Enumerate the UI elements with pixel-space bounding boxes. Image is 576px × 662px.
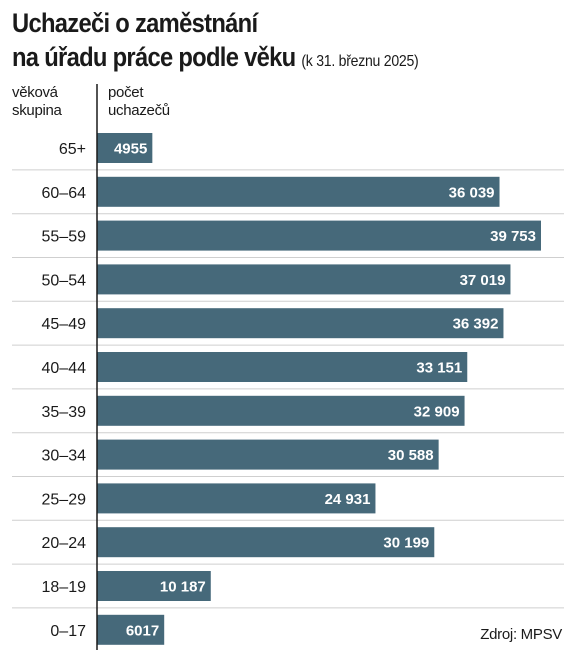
- title-line-2-wrap: na úřadu práce podle věku (k 31. březnu …: [12, 40, 419, 79]
- x-axis-header-line-1: počet: [108, 84, 144, 101]
- bar-10: [97, 571, 211, 601]
- value-label: 37 019: [460, 272, 506, 289]
- value-label: 36 039: [449, 184, 495, 201]
- value-label: 24 931: [325, 491, 371, 508]
- value-label: 39 753: [490, 228, 536, 245]
- bar-0: [97, 133, 153, 163]
- y-axis-header-line-1: věková: [12, 84, 58, 101]
- value-label: 32 909: [414, 403, 460, 420]
- category-label: 65+: [59, 141, 86, 158]
- title-line-2: na úřadu práce podle věku: [12, 42, 296, 72]
- value-label: 36 392: [453, 316, 499, 333]
- value-label: 10 187: [160, 579, 206, 596]
- source-note: Zdroj: MPSV: [480, 626, 562, 643]
- value-label: 4955: [114, 141, 147, 158]
- category-label: 18–19: [42, 579, 87, 596]
- bar-9: [97, 527, 435, 558]
- bar-2: [97, 220, 541, 251]
- chart-title: Uchazeči o zaměstnání na úřadu práce pod…: [12, 6, 419, 79]
- bar-1: [97, 176, 500, 207]
- value-label: 33 151: [416, 360, 462, 377]
- chart-subtitle: (k 31. březnu 2025): [301, 53, 419, 70]
- bar-11: [97, 614, 165, 645]
- x-axis-header-line-2: uchazečů: [108, 102, 170, 119]
- bar-5: [97, 352, 468, 382]
- y-axis-header: věková skupina: [12, 84, 92, 120]
- category-label: 50–54: [42, 272, 87, 289]
- category-label: 0–17: [50, 623, 86, 640]
- category-label: 45–49: [42, 316, 87, 333]
- category-label: 60–64: [42, 185, 87, 202]
- value-label: 6017: [126, 622, 159, 639]
- category-label: 55–59: [42, 229, 87, 246]
- value-label: 30 199: [383, 535, 429, 552]
- title-line-1: Uchazeči o zaměstnání: [12, 8, 258, 38]
- y-axis-header-line-2: skupina: [12, 102, 62, 119]
- bar-6: [97, 395, 465, 426]
- bar-7: [97, 439, 439, 470]
- category-label: 25–29: [42, 491, 87, 508]
- bar-8: [97, 483, 376, 514]
- bar-4: [97, 308, 504, 339]
- category-label: 35–39: [42, 404, 87, 421]
- category-label: 40–44: [42, 360, 87, 377]
- category-label: 30–34: [42, 448, 87, 465]
- category-label: 20–24: [42, 535, 87, 552]
- x-axis-header: počet uchazečů: [108, 84, 208, 120]
- bar-3: [97, 264, 511, 295]
- value-label: 30 588: [388, 447, 434, 464]
